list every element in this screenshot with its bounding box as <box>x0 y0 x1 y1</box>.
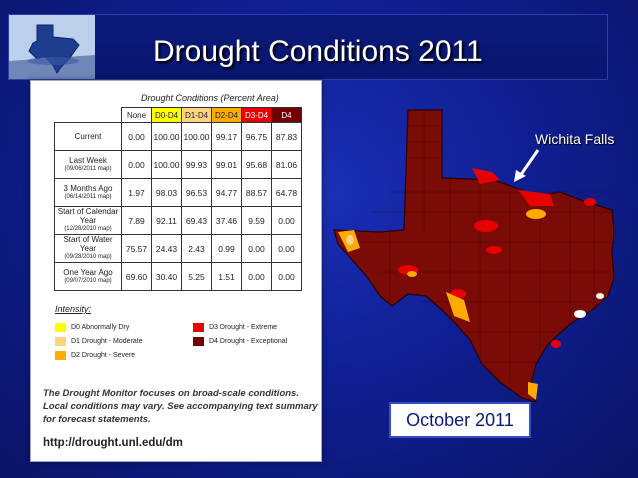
intensity-title: Intensity: <box>55 304 92 314</box>
cell: 92.11 <box>151 206 182 235</box>
legend-swatch <box>193 337 204 346</box>
drought-monitor-panel: Drought Conditions (Percent Area) None D… <box>30 80 322 462</box>
cell: 100.00 <box>151 150 182 179</box>
legend-swatch <box>55 323 66 332</box>
cell: 0.00 <box>271 262 302 291</box>
table-row: Start of Calendar Year (12/28/2010 map) 7… <box>54 206 302 235</box>
cell: 1.97 <box>121 178 152 207</box>
cell: 0.00 <box>121 122 152 151</box>
legend-item-d1: D1 Drought - Moderate <box>55 337 143 346</box>
cell: 64.78 <box>271 178 302 207</box>
table-row: Start of Water Year (09/28/2010 map) 75.5… <box>54 234 302 263</box>
cell: 37.46 <box>211 206 242 235</box>
cell: 0.00 <box>271 234 302 263</box>
cell: 99.01 <box>211 150 242 179</box>
legend-item-d2: D2 Drought - Severe <box>55 351 135 360</box>
texas-shape <box>333 109 615 403</box>
header-d1-d4: D1-D4 <box>181 107 212 123</box>
cell: 0.99 <box>211 234 242 263</box>
texas-logo <box>9 15 95 79</box>
cell: 0.00 <box>271 206 302 235</box>
cell: 100.00 <box>151 122 182 151</box>
table-row: Current 0.00 100.00 100.00 99.17 96.75 8… <box>54 122 302 151</box>
cell: 100.00 <box>181 122 212 151</box>
source-url: http://drought.unl.edu/dm <box>43 437 183 449</box>
table-row: One Year Ago (09/07/2010 map) 69.60 30.40… <box>54 262 302 291</box>
map-date-label: October 2011 <box>389 402 531 438</box>
row-label: One Year Ago (09/07/2010 map) <box>54 262 122 291</box>
row-label: Start of Calendar Year (12/28/2010 map) <box>54 206 122 235</box>
table-row: 3 Months Ago (06/14/2011 map) 1.97 98.03 … <box>54 178 302 207</box>
cell: 0.00 <box>241 262 272 291</box>
slide-title: Drought Conditions 2011 <box>153 35 483 68</box>
callout-arrow-icon <box>514 149 540 182</box>
cell: 75.57 <box>121 234 152 263</box>
cell: 0.00 <box>241 234 272 263</box>
cell: 1.51 <box>211 262 242 291</box>
legend-swatch <box>193 323 204 332</box>
cell: 9.59 <box>241 206 272 235</box>
cell: 5.25 <box>181 262 212 291</box>
legend-item-d3: D3 Drought - Extreme <box>193 323 277 332</box>
legend-swatch <box>55 351 66 360</box>
cell: 94.77 <box>211 178 242 207</box>
cell: 24.43 <box>151 234 182 263</box>
title-bar: Drought Conditions 2011 <box>8 14 608 80</box>
row-label: Last Week (09/06/2011 map) <box>54 150 122 179</box>
header-d2-d4: D2-D4 <box>211 107 242 123</box>
cell: 7.89 <box>121 206 152 235</box>
drought-table: None D0-D4 D1-D4 D2-D4 D3-D4 D4 Current … <box>54 107 302 291</box>
legend-item-d4: D4 Drought - Exceptional <box>193 337 287 346</box>
cell: 99.17 <box>211 122 242 151</box>
cell: 81.06 <box>271 150 302 179</box>
header-d4: D4 <box>271 107 302 123</box>
cell: 99.93 <box>181 150 212 179</box>
table-corner <box>55 108 122 123</box>
cell: 96.53 <box>181 178 212 207</box>
cell: 30.40 <box>151 262 182 291</box>
cell: 95.68 <box>241 150 272 179</box>
header-d3-d4: D3-D4 <box>241 107 272 123</box>
row-label: Start of Water Year (09/28/2010 map) <box>54 234 122 263</box>
table-row: Last Week (09/06/2011 map) 0.00 100.00 99… <box>54 150 302 179</box>
header-none: None <box>121 107 152 123</box>
row-label: 3 Months Ago (06/14/2011 map) <box>54 178 122 207</box>
table-caption: Drought Conditions (Percent Area) <box>141 93 279 103</box>
legend-item-d0: D0 Abnormally Dry <box>55 323 129 332</box>
wichita-falls-label: Wichita Falls <box>535 131 615 147</box>
legend-swatch <box>55 337 66 346</box>
cell: 69.60 <box>121 262 152 291</box>
monitor-disclaimer: The Drought Monitor focuses on broad-sca… <box>43 388 318 425</box>
cell: 96.75 <box>241 122 272 151</box>
cell: 69.43 <box>181 206 212 235</box>
table-header-row: None D0-D4 D1-D4 D2-D4 D3-D4 D4 <box>55 107 302 123</box>
cell: 87.83 <box>271 122 302 151</box>
texas-drought-map <box>330 82 638 422</box>
cell: 98.03 <box>151 178 182 207</box>
cell: 88.57 <box>241 178 272 207</box>
row-label: Current <box>54 122 122 151</box>
cell: 0.00 <box>121 150 152 179</box>
cell: 2.43 <box>181 234 212 263</box>
header-d0-d4: D0-D4 <box>151 107 182 123</box>
